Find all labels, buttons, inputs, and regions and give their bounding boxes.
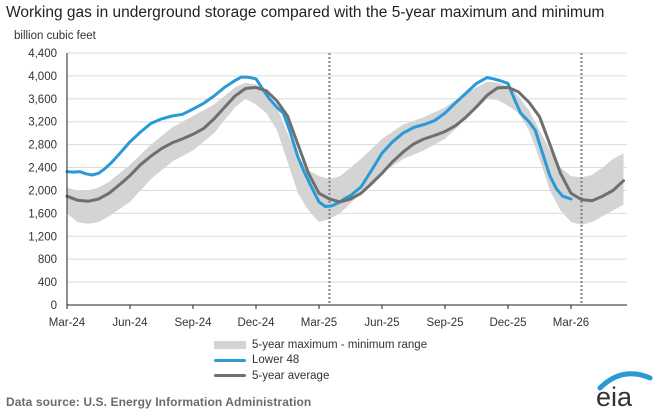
y-tick-label-3600: 3,600	[28, 94, 57, 106]
y-tick-label-2400: 2,400	[28, 163, 57, 175]
y-tick-label-3200: 3,200	[28, 117, 57, 129]
y-tick-label-2000: 2,000	[28, 185, 57, 197]
legend-swatch-average	[214, 374, 246, 378]
x-tick-label-Mar-24: Mar-24	[49, 317, 86, 329]
chart-title: Working gas in underground storage compa…	[6, 4, 605, 21]
legend-swatch-range	[214, 340, 246, 349]
y-tick-label-2800: 2,800	[28, 140, 57, 152]
x-tick-label-Dec-24: Dec-24	[237, 317, 275, 329]
x-tick-label-Dec-25: Dec-25	[489, 317, 526, 329]
legend-label-lower48: Lower 48	[252, 354, 300, 367]
y-tick-label-800: 800	[38, 254, 57, 266]
legend-item-range: 5-year maximum - minimum range	[214, 337, 427, 353]
eia-logo-swoosh	[597, 371, 653, 391]
series-band-5yr-range	[67, 81, 624, 225]
x-tick-label-Jun-25: Jun-25	[364, 317, 399, 329]
series-line-5yr-average	[65, 85, 625, 204]
eia-logo-text: eia	[596, 382, 633, 412]
y-tick-label-400: 400	[38, 277, 57, 289]
legend-label-range: 5-year maximum - minimum range	[252, 338, 428, 351]
y-axis-unit-label: billion cubic feet	[14, 30, 96, 42]
y-tick-label-4000: 4,000	[28, 71, 57, 83]
y-tick-label-4400: 4,400	[28, 48, 57, 60]
data-source-note: Data source: U.S. Energy Information Adm…	[6, 395, 312, 409]
x-tick-label-Sep-24: Sep-24	[174, 317, 212, 329]
x-tick-label-Mar-26: Mar-26	[553, 317, 589, 329]
legend-swatch-lower48	[214, 358, 246, 362]
legend-item-lower48: Lower 48	[214, 353, 427, 369]
legend-label-average: 5-year average	[252, 369, 330, 382]
x-tick-label-Sep-25: Sep-25	[426, 317, 463, 329]
legend-item-average: 5-year average	[214, 368, 427, 384]
x-tick-label-Jun-24: Jun-24	[112, 317, 148, 329]
x-tick-label-Mar-25: Mar-25	[301, 317, 337, 329]
y-tick-label-0: 0	[51, 300, 57, 312]
chart-legend: 5-year maximum - minimum range Lower 48 …	[214, 337, 427, 384]
y-tick-label-1200: 1,200	[28, 231, 57, 243]
y-tick-label-1600: 1,600	[28, 208, 57, 220]
eia-logo: eia	[596, 371, 653, 412]
series-line-lower48	[65, 75, 573, 208]
